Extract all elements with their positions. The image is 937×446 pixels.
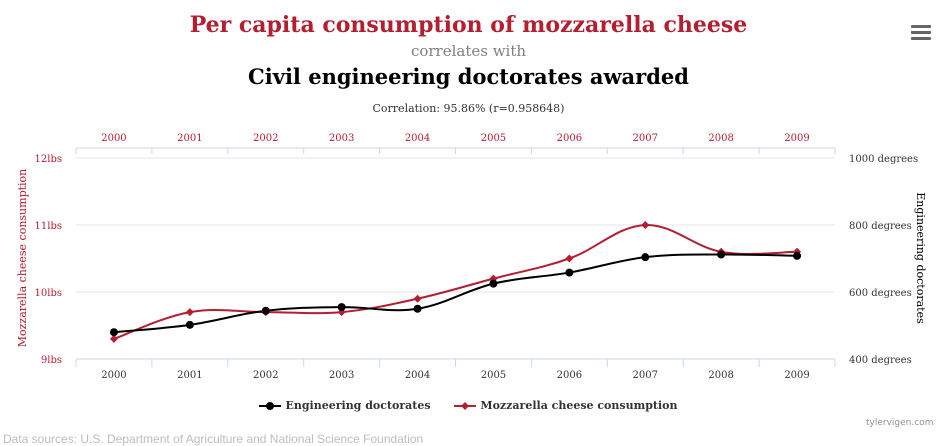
top-axis-tick-label: 2001 bbox=[177, 133, 202, 144]
data-point-engineering bbox=[489, 279, 498, 288]
data-point-mozzarella bbox=[109, 334, 118, 343]
data-point-engineering bbox=[793, 251, 802, 260]
legend-item-engineering[interactable]: Engineering doctorates bbox=[259, 399, 431, 412]
chart-title-connector: correlates with bbox=[410, 42, 527, 60]
top-axis-tick-label: 2007 bbox=[633, 133, 658, 144]
correlation-subtitle: Correlation: 95.86% (r=0.958648) bbox=[372, 102, 565, 115]
data-point-engineering bbox=[261, 306, 270, 315]
bottom-axis-tick-label: 2009 bbox=[784, 370, 809, 381]
right-axis-tick-label: 600 degrees bbox=[849, 288, 912, 299]
credit-link[interactable]: tylervigen.com bbox=[866, 418, 934, 428]
legend-label-engineering: Engineering doctorates bbox=[285, 399, 431, 412]
diamond-marker-icon bbox=[454, 402, 477, 410]
data-point-mozzarella bbox=[413, 294, 422, 303]
data-point-mozzarella bbox=[185, 308, 194, 317]
legend-item-mozzarella[interactable]: Mozzarella cheese consumption bbox=[454, 399, 678, 412]
circle-marker-icon bbox=[259, 402, 282, 410]
bottom-axis-tick-label: 2008 bbox=[708, 370, 733, 381]
hamburger-menu-icon[interactable] bbox=[911, 25, 931, 43]
left-axis-tick-label: 11lbs bbox=[35, 221, 62, 232]
data-sources-note: Data sources: U.S. Department of Agricul… bbox=[3, 432, 424, 446]
series-line-mozzarella bbox=[113, 223, 798, 340]
data-point-mozzarella bbox=[565, 254, 574, 263]
data-point-engineering bbox=[565, 268, 574, 277]
bottom-axis-tick-label: 2005 bbox=[481, 370, 506, 381]
bottom-axis-tick-label: 2003 bbox=[329, 370, 354, 381]
right-axis-tick-label: 1000 degrees bbox=[849, 154, 918, 165]
data-point-engineering bbox=[337, 303, 346, 312]
series-line-engineering bbox=[113, 253, 798, 334]
top-axis-tick-label: 2006 bbox=[557, 133, 582, 144]
bottom-axis-tick-label: 2007 bbox=[633, 370, 658, 381]
data-point-engineering bbox=[185, 320, 194, 329]
bottom-axis-tick-label: 2000 bbox=[101, 370, 126, 381]
top-axis-tick-label: 2004 bbox=[405, 133, 430, 144]
data-point-engineering bbox=[109, 328, 118, 337]
top-axis-tick-label: 2003 bbox=[329, 133, 354, 144]
legend-label-mozzarella: Mozzarella cheese consumption bbox=[480, 399, 678, 412]
bottom-axis-tick-label: 2002 bbox=[253, 370, 278, 381]
right-axis-title: Engineering doctorates bbox=[914, 192, 927, 324]
top-axis-tick-label: 2005 bbox=[481, 133, 506, 144]
left-axis-title: Mozzarella cheese consumption bbox=[16, 169, 29, 348]
chart-title-secondary: Civil engineering doctorates awarded bbox=[248, 64, 689, 89]
data-point-engineering bbox=[717, 250, 726, 259]
top-axis-tick-label: 2008 bbox=[708, 133, 733, 144]
chart-title-primary: Per capita consumption of mozzarella che… bbox=[189, 12, 748, 38]
bottom-axis-tick-label: 2004 bbox=[405, 370, 430, 381]
bottom-axis-tick-label: 2006 bbox=[557, 370, 582, 381]
left-axis-tick-label: 10lbs bbox=[35, 288, 62, 299]
bottom-axis-tick-label: 2001 bbox=[177, 370, 202, 381]
top-axis-tick-label: 2009 bbox=[784, 133, 809, 144]
top-axis-tick-label: 2000 bbox=[101, 133, 126, 144]
top-axis-tick-label: 2002 bbox=[253, 133, 278, 144]
data-point-mozzarella bbox=[641, 221, 650, 229]
left-axis-tick-label: 12lbs bbox=[35, 154, 62, 165]
data-point-engineering bbox=[641, 253, 650, 262]
right-axis-tick-label: 400 degrees bbox=[849, 355, 912, 366]
left-axis-tick-label: 9lbs bbox=[41, 355, 62, 366]
right-axis-tick-label: 800 degrees bbox=[849, 221, 912, 232]
chart-legend: Engineering doctorates Mozzarella cheese… bbox=[0, 399, 937, 412]
data-point-engineering bbox=[413, 304, 422, 313]
